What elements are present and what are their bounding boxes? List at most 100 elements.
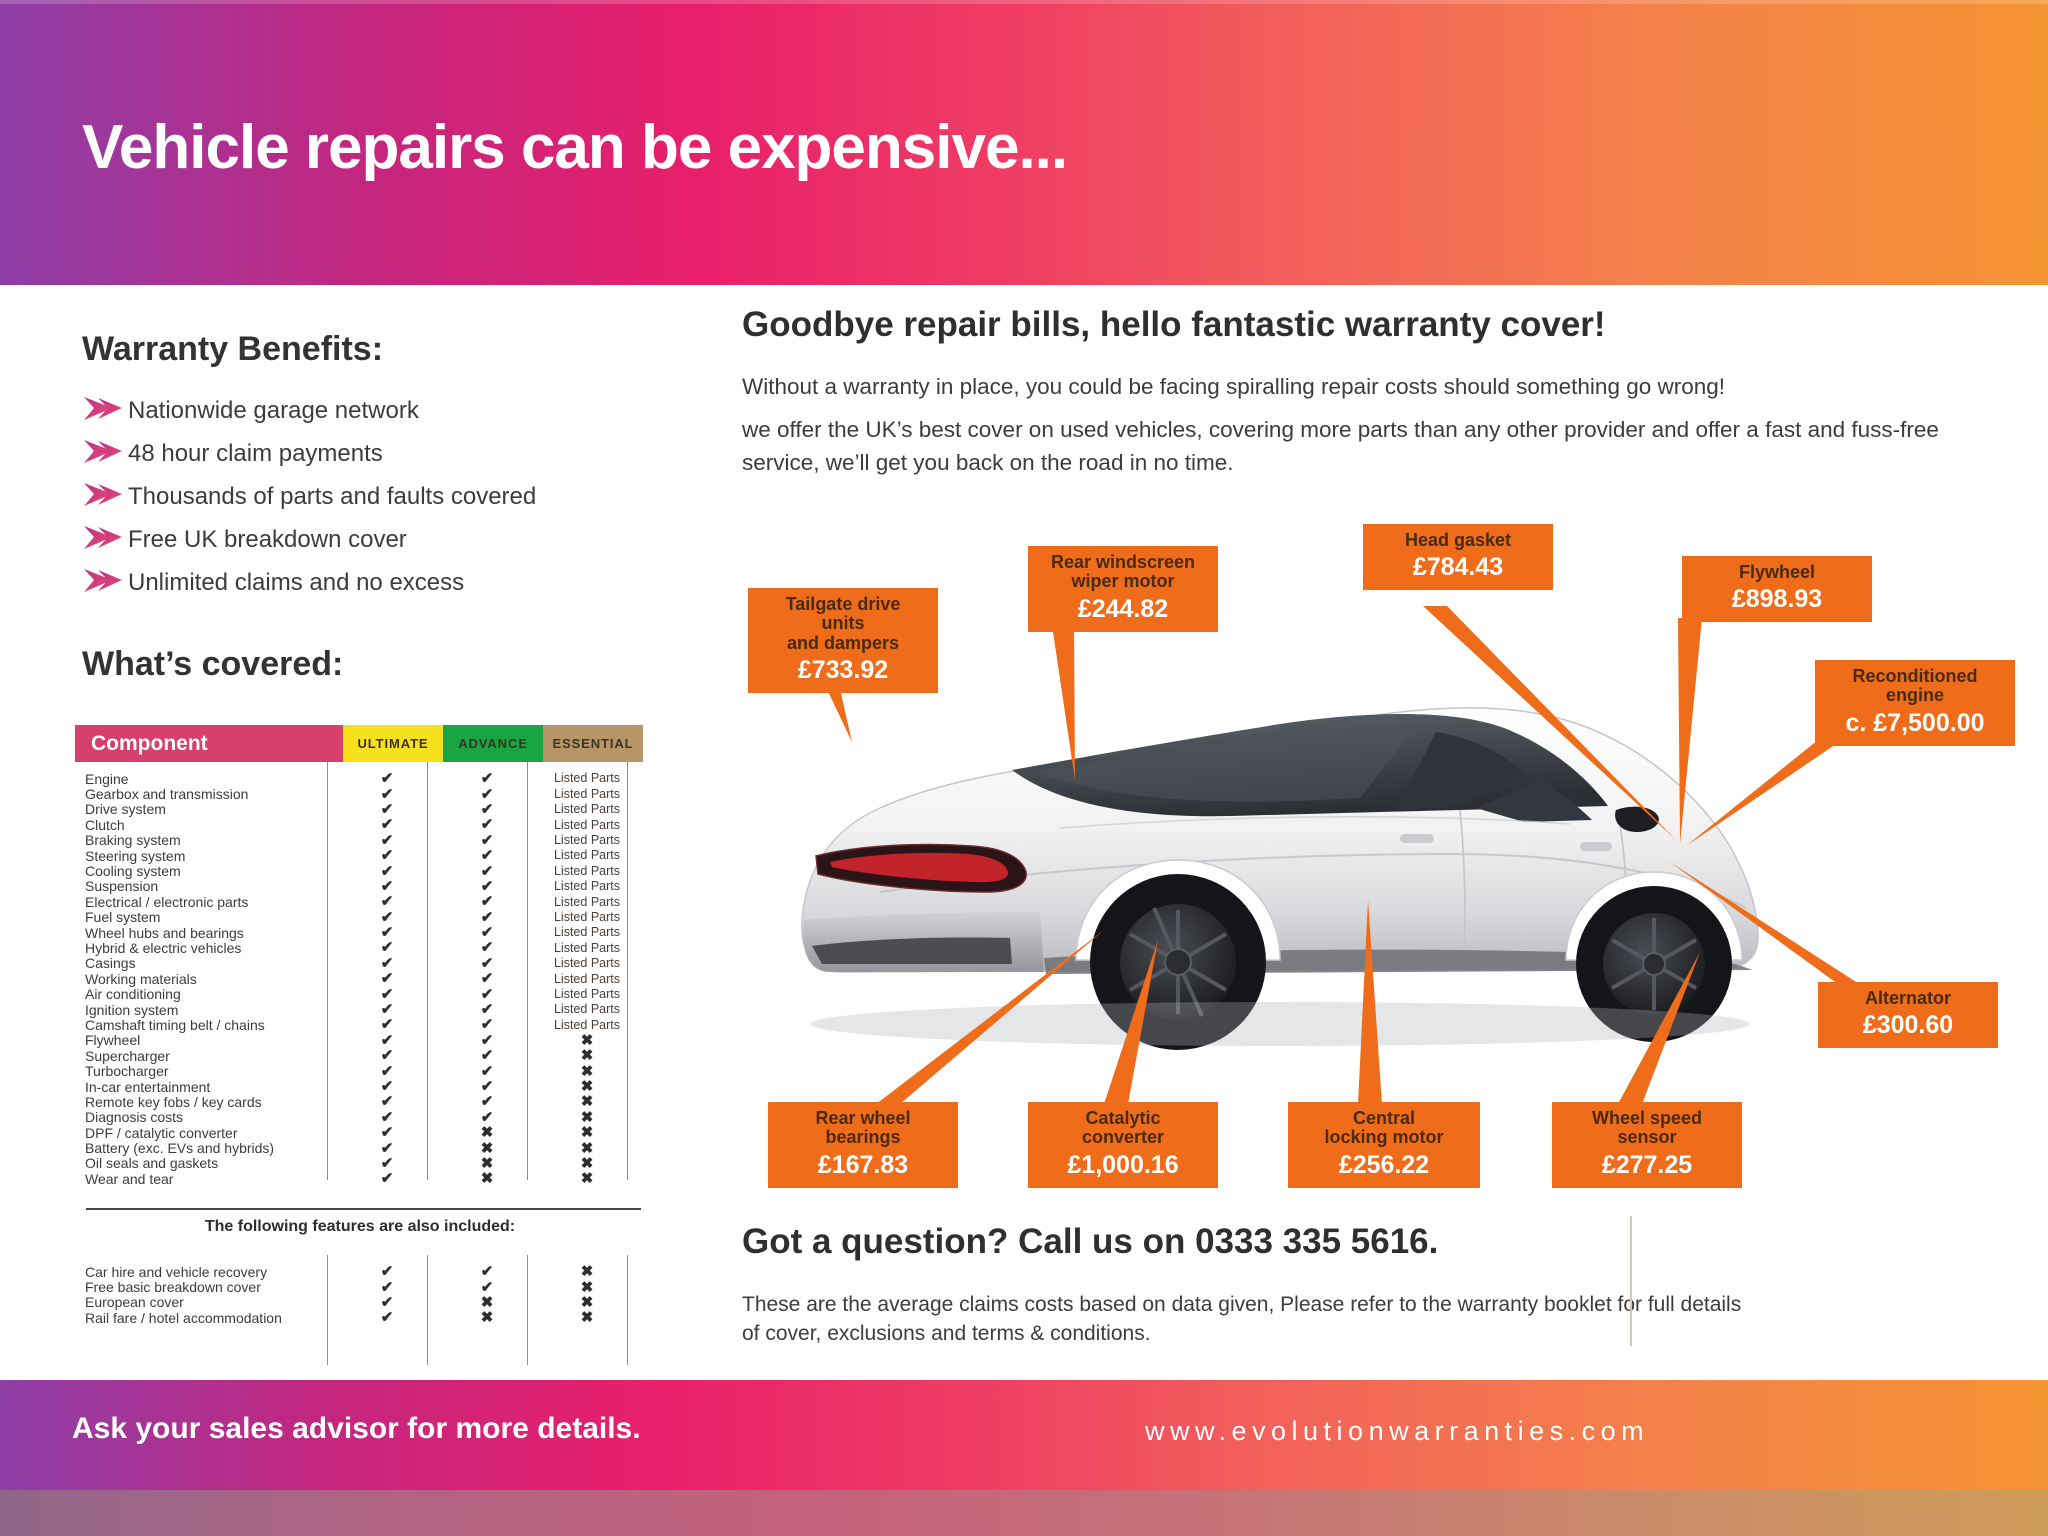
callout-amount: £1,000.16 [1067,1150,1179,1179]
table-row: Clutch ✔ ✔ Listed Parts [75,816,645,833]
component-name: Working materials [85,970,197,987]
cell-advance: ✖ [480,1124,494,1142]
table-row: Turbocharger ✔ ✔ ✖ [75,1063,645,1080]
cell-essential: Listed Parts [553,909,620,924]
whats-covered-title: What’s covered: [82,645,344,683]
cell-essential: Listed Parts [553,986,620,1001]
callout-tailgate-drive-units: Tailgate drive units and dampers £733.92 [748,588,938,694]
cell-essential: ✖ [580,1047,594,1065]
car-door-handle-front [1580,842,1612,851]
chevron-right-icon [84,440,122,463]
cell-ultimate: ✔ [380,954,394,972]
table-row: Braking system ✔ ✔ Listed Parts [75,832,645,849]
table-divider-2 [427,762,428,1180]
callout-label: Alternator [1864,988,1951,1008]
header-banner: Vehicle repairs can be expensive... [0,0,2048,285]
cell-advance: ✔ [480,1108,494,1126]
component-name: Clutch [85,816,125,833]
cell-ultimate: ✔ [380,1124,394,1142]
cell-ultimate: ✔ [380,1278,394,1296]
car-ground-shadow [810,1002,1750,1046]
benefit-item-3: Free UK breakdown cover [82,519,682,561]
benefit-label: Free UK breakdown cover [128,526,407,553]
cell-essential: Listed Parts [553,971,620,986]
component-name: Suspension [85,878,159,895]
table-row: Working materials ✔ ✔ Listed Parts [75,970,645,987]
callout-head-gasket: Head gasket £784.43 [1363,524,1553,591]
component-name: Diagnosis costs [85,1109,184,1126]
component-name: Casings [85,955,136,972]
callout-label: Rear wheel bearings [815,1108,911,1148]
component-name: Free basic breakdown cover [85,1279,261,1296]
benefit-item-4: Unlimited claims and no excess [82,562,682,604]
cell-advance: ✔ [480,862,494,880]
cell-ultimate: ✔ [380,847,394,865]
cell-ultimate: ✔ [380,862,394,880]
table-row: Diagnosis costs ✔ ✔ ✖ [75,1108,645,1126]
table-row: Engine ✔ ✔ Listed Parts [75,771,645,787]
benefit-item-2: Thousands of parts and faults covered [82,476,682,518]
cell-advance: ✔ [480,924,494,942]
table-row: Cooling system ✔ ✔ Listed Parts [75,862,645,880]
cell-advance: ✔ [480,985,494,1003]
component-name: Hybrid & electric vehicles [85,940,242,956]
features-separator [86,1208,641,1210]
features-divider-4 [627,1255,628,1365]
cell-ultimate: ✔ [380,877,394,895]
benefit-label: 48 hour claim payments [128,440,383,467]
warranty-benefits-list: Nationwide garage network 48 hour claim … [82,390,682,605]
cell-ultimate: ✔ [380,1016,394,1034]
table-row: Oil seals and gaskets ✔ ✖ ✖ [75,1155,645,1171]
footer-shadow-band [0,1490,2048,1536]
component-name: Flywheel [85,1032,141,1049]
car-door-handle-rear [1400,834,1434,843]
table-divider-1 [327,762,328,1180]
cell-essential: ✖ [580,1293,594,1311]
cell-essential: Listed Parts [553,940,620,955]
table-row: Wear and tear ✔ ✖ ✖ [75,1171,645,1187]
features-divider-2 [427,1255,428,1365]
warranty-benefits-title: Warranty Benefits: [82,330,384,368]
callout-amount: £300.60 [1862,1011,1954,1040]
table-row: Ignition system ✔ ✔ Listed Parts [75,1002,645,1018]
coverage-table-body: Engine ✔ ✔ Listed Parts Gearbox and transmis… [75,762,645,1187]
cell-essential: Listed Parts [553,1002,620,1017]
footer-website[interactable]: www.evolutionwarranties.com [1145,1416,1650,1446]
question-vertical-rule [1630,1216,1632,1346]
cell-ultimate: ✔ [380,1047,394,1065]
component-name: Turbocharger [85,1063,169,1080]
car-tail-light-lens [830,852,1009,883]
component-name: Braking system [85,832,181,849]
callout-rear-wheel-bearings: Rear wheel bearings £167.83 [768,1102,958,1188]
component-name: Battery (exc. EVs and hybrids) [85,1140,275,1157]
cell-essential: Listed Parts [553,863,620,878]
cell-essential: ✖ [580,1108,594,1126]
benefit-label: Nationwide garage network [128,397,419,424]
component-name: Electrical / electronic parts [85,893,249,910]
column-header-advance: ADVANCE [443,725,543,762]
chevron-right-icon [84,483,122,506]
component-name: Cooling system [85,863,181,880]
intro-paragraph-2: we offer the UK’s best cover on used veh… [742,417,1939,475]
chevron-right-icon [82,568,128,598]
callout-central-locking-motor: Central locking motor £256.22 [1288,1102,1480,1188]
cell-ultimate: ✔ [380,924,394,942]
callout-label: Central locking motor [1324,1108,1444,1148]
cell-essential: Listed Parts [553,956,620,971]
cell-advance: ✖ [480,1309,494,1327]
callout-catalytic-converter: Catalytic converter £1,000.16 [1028,1102,1218,1188]
callout-amount: £898.93 [1731,585,1823,614]
callout-amount: £256.22 [1338,1150,1430,1179]
cell-essential: ✖ [580,1309,594,1327]
table-row: Drive system ✔ ✔ Listed Parts [75,801,645,817]
cell-ultimate: ✔ [380,785,394,803]
intro-paragraph-1: Without a warranty in place, you could b… [742,374,1726,399]
component-name: Camshaft timing belt / chains [85,1016,265,1033]
chevron-right-icon [82,439,128,469]
disclaimer-text: These are the average claims costs based… [742,1293,1742,1345]
cell-essential: Listed Parts [553,786,620,801]
coverage-table-header: Component ULTIMATE ADVANCE ESSENTIAL [75,725,645,762]
cell-ultimate: ✔ [380,1139,394,1157]
table-row: DPF / catalytic converter ✔ ✖ ✖ [75,1124,645,1142]
coverage-table: Component ULTIMATE ADVANCE ESSENTIAL Eng… [75,725,645,1187]
